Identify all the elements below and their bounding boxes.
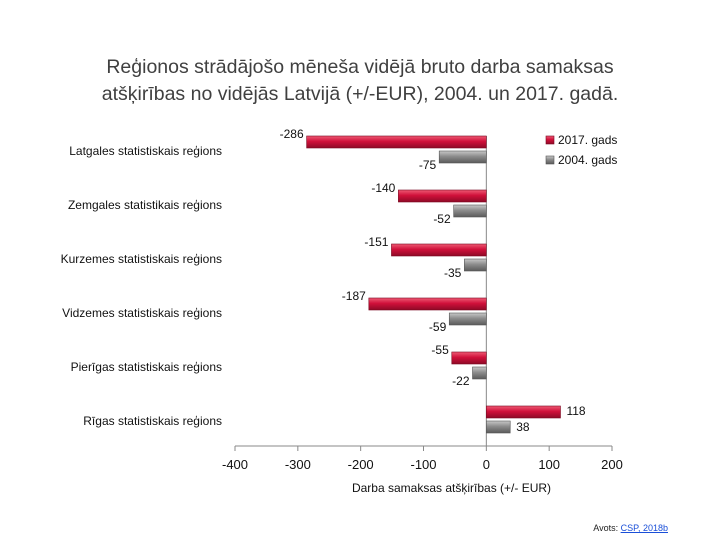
category-label: Latgales statistiskais reģions (69, 144, 222, 158)
data-label: -151 (364, 235, 388, 249)
x-tick-label: -100 (410, 457, 436, 472)
bar-2017 (451, 351, 487, 365)
data-label: -59 (429, 320, 447, 334)
x-tick-label: -200 (348, 457, 374, 472)
chart-title-line2: atšķirības no vidējās Latvijā (+/-EUR), … (101, 83, 619, 105)
legend-swatch (545, 135, 555, 145)
source-note: Avots: CSP, 2018b (593, 523, 668, 533)
category-label: Kurzemes statistiskais reģions (61, 252, 222, 266)
bar-2004 (472, 366, 487, 380)
data-label: -35 (444, 266, 462, 280)
x-tick-label: 100 (538, 457, 560, 472)
data-label: -22 (452, 374, 470, 388)
data-label: 118 (566, 404, 585, 418)
bar-2004 (453, 204, 487, 218)
bar-2004 (464, 258, 487, 272)
source-prefix: Avots: (593, 523, 621, 533)
data-label: -55 (431, 343, 449, 357)
legend-label: 2017. gads (558, 133, 617, 147)
bar-2004 (438, 150, 487, 164)
x-tick-label: -400 (222, 457, 248, 472)
data-label: -187 (342, 289, 366, 303)
category-label: Zemgales statistikais reģions (68, 198, 222, 212)
chart-title-line1: Reģionos strādājošo mēneša vidējā bruto … (106, 56, 614, 78)
data-label: -140 (371, 181, 395, 195)
data-label: -52 (433, 212, 451, 226)
bar-2017 (486, 405, 561, 419)
data-label: -286 (280, 127, 304, 141)
x-tick-label: 0 (483, 457, 490, 472)
category-label: Rīgas statistiskais reģions (83, 414, 222, 428)
bar-2017 (368, 297, 487, 311)
source-link[interactable]: CSP, 2018b (620, 523, 668, 533)
x-axis-title: Darba samaksas atšķirības (+/- EUR) (352, 481, 551, 495)
category-label: Pierīgas statistiskais reģions (71, 360, 222, 374)
legend-label: 2004. gads (558, 153, 617, 167)
data-label: 38 (516, 420, 530, 434)
bar-2017 (306, 135, 487, 149)
x-tick-label: -300 (285, 457, 311, 472)
category-label: Vidzemes statistiskais reģions (62, 306, 222, 320)
legend-swatch (545, 155, 555, 165)
bar-2004 (486, 420, 511, 434)
bar-2017 (391, 243, 487, 257)
data-label: -75 (419, 158, 437, 172)
chart-title: Reģionos strādājošo mēneša vidējā bruto … (60, 54, 660, 108)
bar-2017 (398, 189, 487, 203)
bar-2004 (448, 312, 487, 326)
x-tick-label: 200 (601, 457, 623, 472)
